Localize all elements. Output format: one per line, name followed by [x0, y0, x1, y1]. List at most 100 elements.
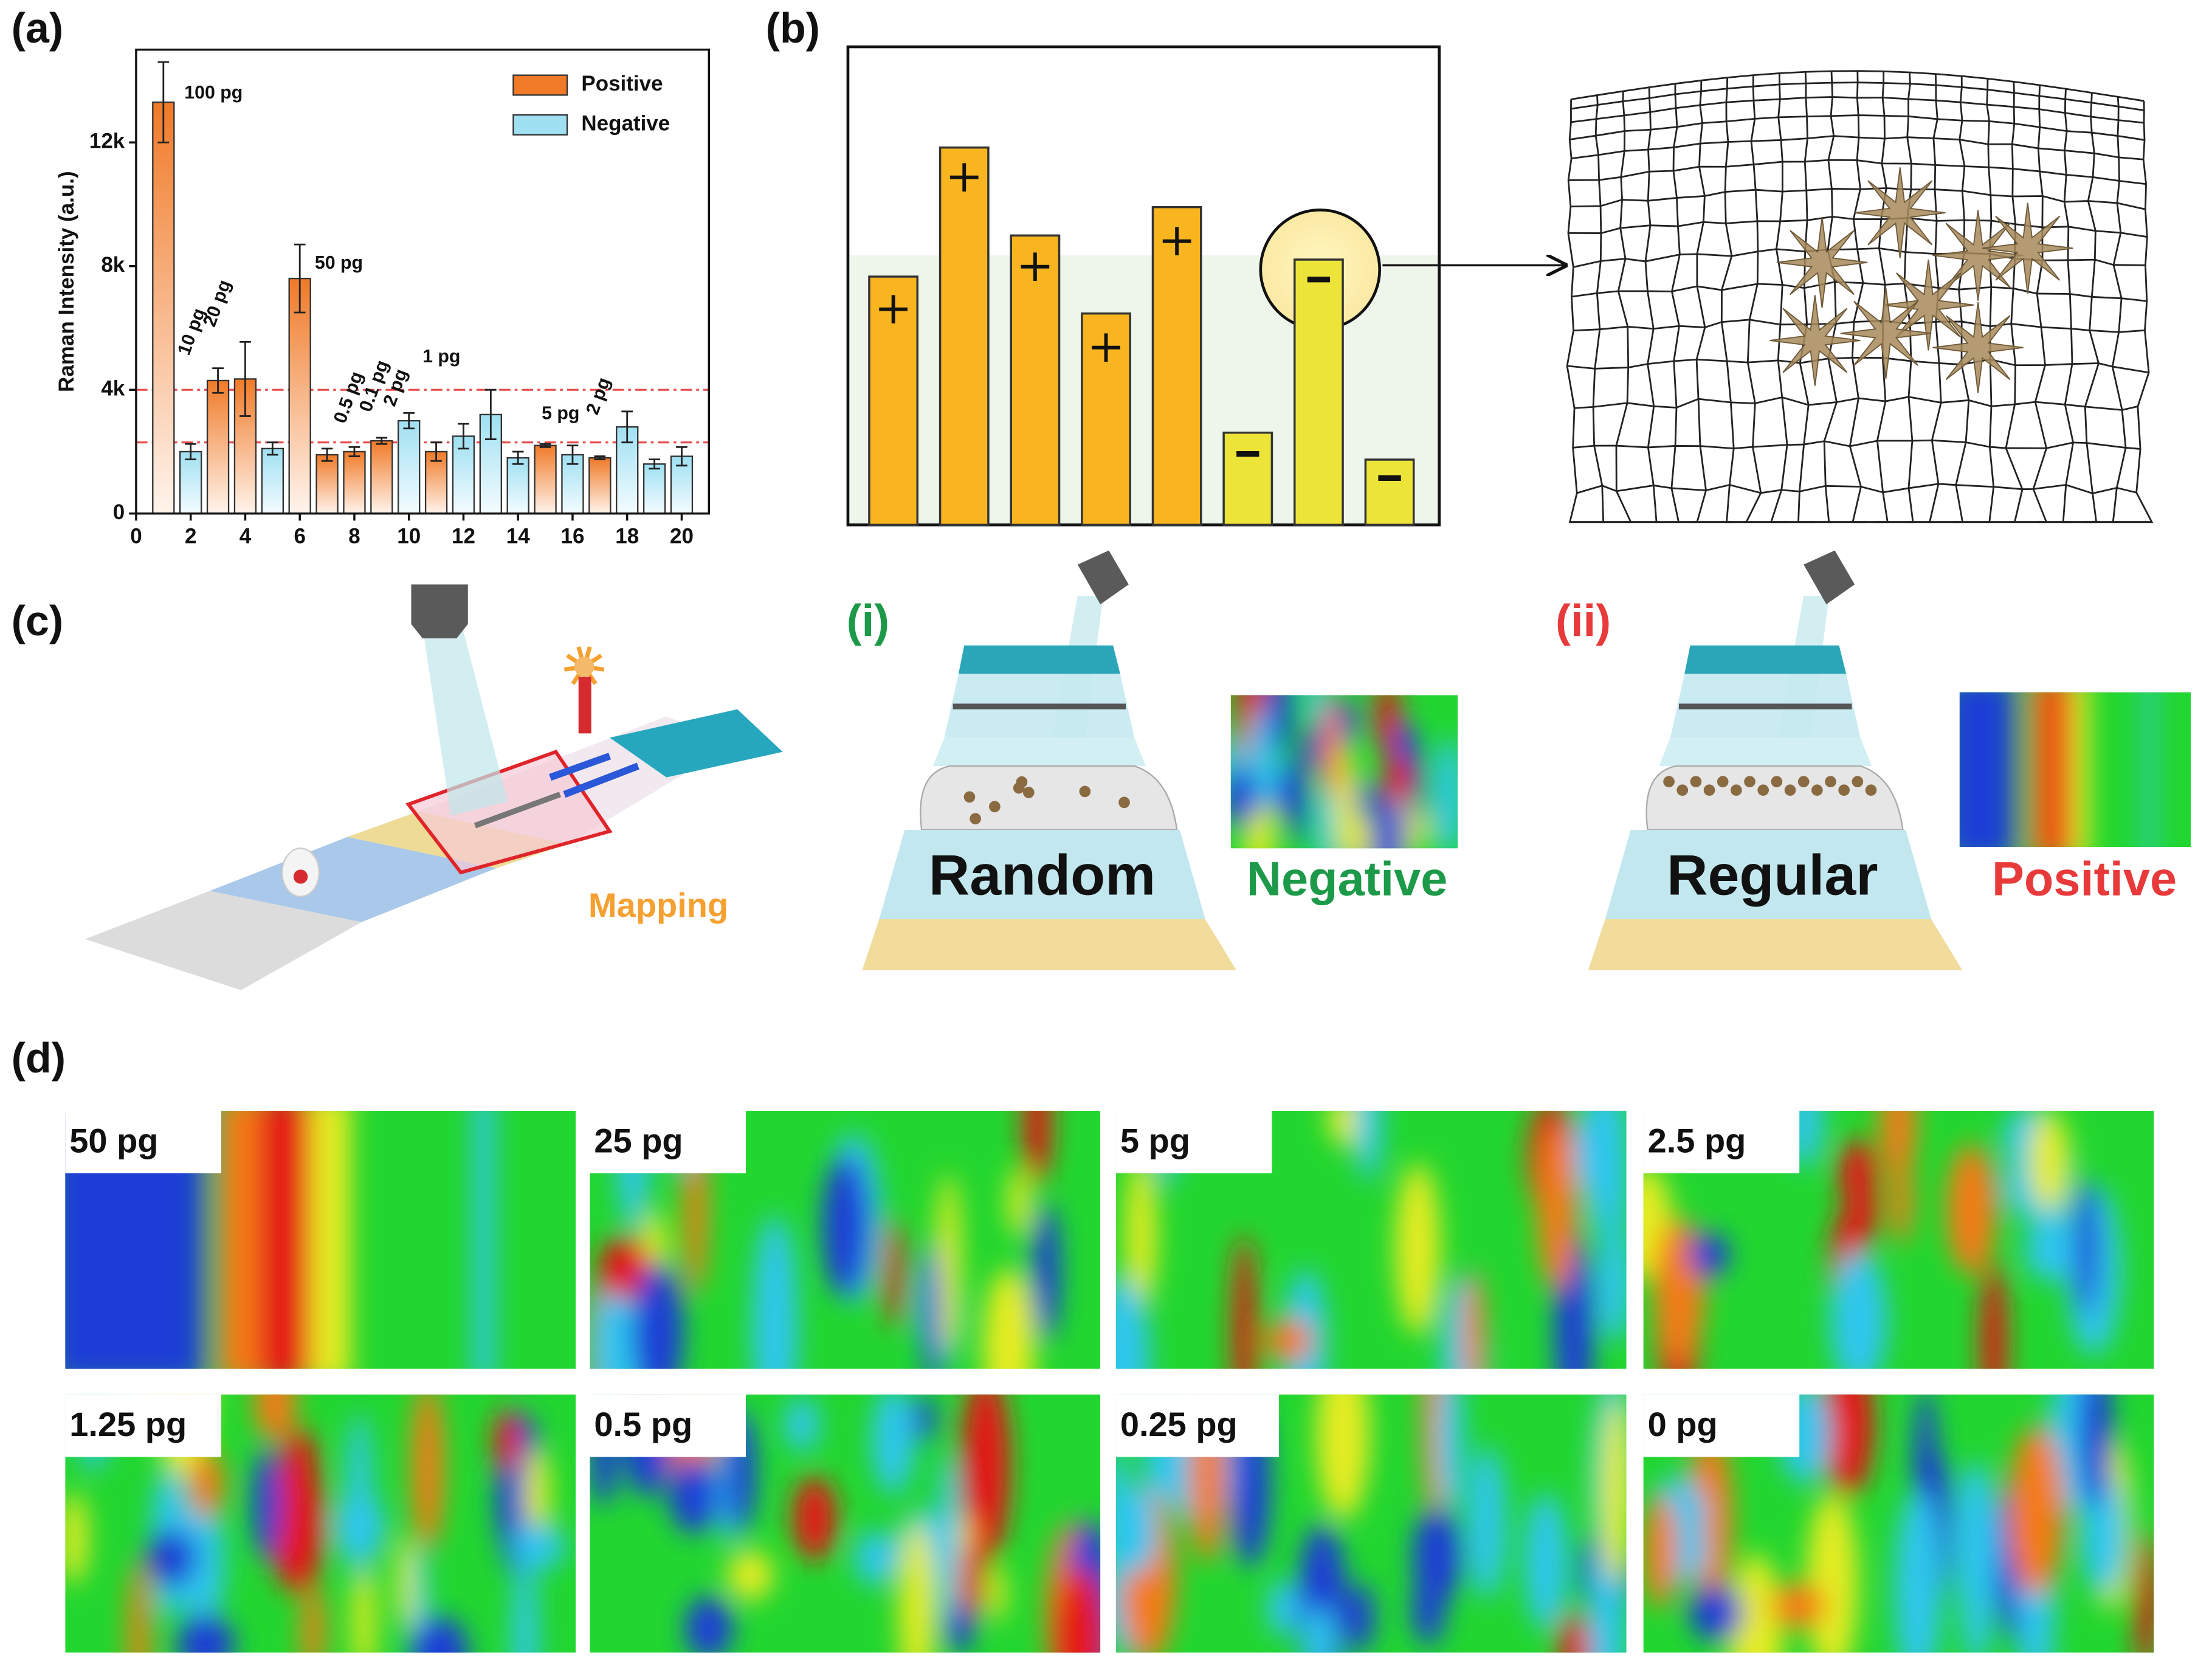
- mesh-line: [1615, 91, 1633, 523]
- mesh-line: [1769, 73, 1788, 523]
- particle: [1079, 785, 1091, 798]
- blob: [2070, 692, 2089, 847]
- map-label: 1.25 pg: [69, 1405, 187, 1443]
- blob: [1125, 1156, 1157, 1311]
- layer: [862, 919, 1237, 970]
- mesh-line: [1592, 95, 1605, 523]
- blob: [346, 1412, 372, 1579]
- blob: [1823, 1394, 1874, 1497]
- nanostar: [1776, 216, 1868, 308]
- nanostar: [1932, 302, 2024, 393]
- x-tick-label: 12: [452, 525, 475, 548]
- bar: [152, 101, 175, 514]
- blob: [854, 1530, 897, 1586]
- error-bar: [430, 441, 442, 462]
- mesh-line: [1797, 72, 1814, 523]
- blob: [1303, 722, 1325, 768]
- annotation: 1 pg: [422, 347, 460, 367]
- blob: [1230, 767, 1258, 828]
- blob: [669, 1458, 720, 1533]
- particle: [1771, 776, 1783, 787]
- mesh-line: [2062, 89, 2074, 523]
- mesh-line: [2083, 92, 2100, 523]
- blob: [1008, 1167, 1030, 1237]
- blob: [982, 1268, 1035, 1369]
- x-tick-label: 0: [130, 525, 142, 548]
- blob: [512, 1556, 538, 1653]
- layer: [1684, 645, 1847, 674]
- mesh-line: [1953, 76, 1970, 523]
- annotation: 100 pg: [184, 83, 243, 103]
- particle: [1825, 776, 1836, 787]
- mesh-line: [1670, 83, 1681, 523]
- negative-label: Negative: [1247, 851, 1448, 905]
- blob: [2047, 692, 2071, 847]
- x-tick-label: 6: [294, 525, 305, 548]
- mesh-line: [1720, 77, 1735, 523]
- blob: [884, 1220, 903, 1328]
- particle: [1118, 796, 1130, 809]
- particle: [963, 791, 976, 803]
- mesh-line: [1985, 78, 1995, 523]
- error-bar: [348, 446, 360, 457]
- blob: [1054, 1567, 1101, 1653]
- label-box: [1115, 1111, 1272, 1173]
- objective: [1077, 550, 1129, 604]
- map-label: 50 pg: [69, 1121, 158, 1159]
- blob: [1320, 697, 1342, 798]
- bar: [506, 457, 529, 514]
- blob: [1729, 1553, 1783, 1653]
- blob: [310, 1111, 351, 1369]
- blob: [959, 1542, 984, 1618]
- heatmap: [1959, 692, 2191, 847]
- blob: [752, 1257, 798, 1369]
- blob: [2008, 1426, 2064, 1595]
- bar: [261, 447, 284, 514]
- mesh-line: [2135, 101, 2154, 523]
- error-bar: [594, 455, 606, 461]
- blob: [301, 1583, 325, 1653]
- blob: [936, 1173, 961, 1353]
- particle: [1690, 776, 1702, 787]
- blob: [177, 1614, 235, 1653]
- blob: [1306, 695, 1325, 726]
- blob: [684, 1596, 733, 1653]
- legend-swatch: [512, 74, 568, 96]
- blob: [1600, 1398, 1627, 1584]
- blob: [512, 1523, 565, 1570]
- blob: [1830, 1251, 1888, 1369]
- layer: [879, 830, 1205, 919]
- blob: [474, 1111, 494, 1369]
- blob: [1265, 1319, 1312, 1362]
- blob: [2075, 1180, 2099, 1316]
- x-tick-label: 18: [615, 525, 639, 548]
- particle: [1865, 784, 1877, 796]
- particle: [1852, 776, 1864, 787]
- blob: [1412, 1571, 1445, 1645]
- map-label: 25 pg: [594, 1121, 683, 1159]
- blob: [2028, 1111, 2070, 1212]
- blob: [494, 1409, 520, 1472]
- error-bar: [621, 410, 633, 444]
- particle: [1663, 776, 1675, 787]
- legend-swatch: [512, 114, 568, 136]
- error-bar: [458, 423, 469, 450]
- nanostar: [1883, 259, 1974, 351]
- blob: [1537, 1124, 1577, 1291]
- blob: [1559, 1614, 1590, 1653]
- mesh-line: [1744, 75, 1762, 523]
- blob: [1524, 1493, 1568, 1631]
- map-label: 0.25 pg: [1120, 1405, 1238, 1443]
- blob: [2078, 1394, 2112, 1508]
- blob: [410, 1616, 469, 1653]
- blob: [1355, 1111, 1382, 1181]
- y-tick-label: 12k: [89, 129, 125, 153]
- map-label: 0.5 pg: [594, 1405, 692, 1443]
- blob: [1688, 1232, 1730, 1277]
- map-label: 0 pg: [1648, 1405, 1718, 1443]
- x-tick-label: 10: [397, 525, 421, 548]
- blob: [1463, 1271, 1484, 1369]
- error-bar: [649, 458, 660, 470]
- legend-label: Positive: [581, 72, 663, 95]
